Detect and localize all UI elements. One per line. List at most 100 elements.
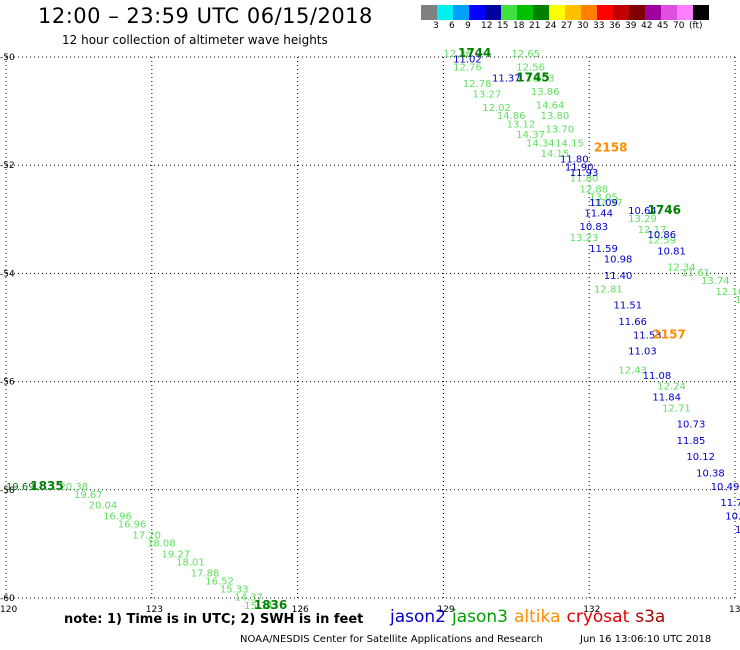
scale-swatch	[613, 5, 629, 20]
grid-lines	[5, 56, 736, 599]
x-tick-label: 123	[146, 605, 163, 615]
wave-height-value: 14.37	[516, 130, 545, 141]
wave-height-value: 11.80	[560, 154, 589, 165]
wave-height-value: 19.27	[162, 549, 191, 560]
scale-label: 3	[433, 21, 439, 31]
wave-height-value: 10.86	[648, 230, 677, 241]
scale-swatch	[693, 5, 709, 20]
wave-height-value: 13.80	[541, 111, 570, 122]
scale-swatch	[597, 5, 613, 20]
wave-height-labels: 20.3819.6720.0416.9616.9617.2018.0819.27…	[6, 49, 740, 612]
scale-label: 42	[641, 21, 653, 31]
wave-height-value: 11.59	[589, 244, 618, 255]
wave-height-value: 14.64	[536, 100, 565, 111]
legend-item-altika: altika	[514, 607, 561, 627]
wave-height-value: 11.	[735, 525, 740, 536]
wave-height-value: 13.27	[473, 90, 502, 101]
scale-swatch	[549, 5, 565, 20]
y-tick-label: -54	[0, 269, 15, 279]
wave-height-value: 13.74	[701, 276, 730, 287]
wave-height-value: 17.20	[132, 530, 161, 541]
legend-item-jason2: jason2	[390, 607, 446, 627]
legend-item-s3a: s3a	[635, 607, 666, 627]
satellite-legend: jason2 jason3 altika cryosat s3a	[390, 607, 671, 627]
wave-height-value: 12.76	[453, 63, 482, 74]
wave-height-value: 20.38	[59, 482, 88, 493]
wave-height-value: 11.40	[604, 271, 633, 282]
wave-height-value: 13.86	[531, 87, 560, 98]
wave-height-value: 11.61	[682, 268, 711, 279]
wave-height-value: 12.78	[463, 79, 492, 90]
wave-height-value: 11.80	[570, 173, 599, 184]
color-scale-labels: 3 6 9 12 15 18 21 24 27 30 33 36 39 42 45 70 (ft)	[421, 21, 740, 33]
wave-height-value: 13.05	[589, 192, 618, 203]
pass-time-label: 1746	[648, 203, 681, 217]
pass-time-annotations: 1744 1745 2158 1746 2157 1835 1836	[30, 46, 685, 612]
axis-tick-labels: 120 123 126 129 132 135 -50 -52 -54 -56 -58 -60	[0, 53, 740, 615]
wave-height-value: 10.83	[579, 222, 608, 233]
wave-height-value: 20.04	[89, 501, 118, 512]
wave-height-value: 10.98	[604, 255, 633, 266]
scale-swatch	[629, 5, 645, 20]
scale-label: 27	[561, 21, 573, 31]
legend-item-jason3: jason3	[452, 607, 508, 627]
map-subtitle: 12 hour collection of altimeter wave hei…	[62, 33, 328, 47]
scale-label: 39	[625, 21, 637, 31]
x-tick-label: 120	[0, 605, 17, 615]
wave-height-value: 10.3	[725, 512, 740, 523]
wave-height-value: 11.37	[492, 73, 521, 84]
scale-swatch	[517, 5, 533, 20]
pass-time-label: 1836	[254, 598, 287, 612]
wave-height-value: 11.84	[652, 393, 681, 404]
scale-label: (ft)	[689, 21, 703, 31]
wave-height-value: 14.86	[497, 111, 526, 122]
wave-height-value: 11.09	[589, 198, 618, 209]
legend-item-cryosat: cryosat	[566, 607, 630, 627]
wave-height-value: 14.15	[555, 138, 584, 149]
wave-height-value: 12.34	[667, 263, 696, 274]
wave-height-value: 19.67	[74, 490, 103, 501]
wave-height-value: 12.16	[716, 287, 740, 298]
wave-height-value: 19.69	[6, 482, 35, 493]
wave-height-value: 13.03	[526, 73, 555, 84]
scale-swatch	[485, 5, 501, 20]
wave-height-value: 15.33	[220, 585, 249, 596]
wave-height-value: 11.02	[453, 54, 482, 65]
wave-height-value: 10.81	[657, 246, 686, 257]
scale-label: 21	[529, 21, 541, 31]
wave-height-value: 17.88	[191, 568, 220, 579]
scale-swatch	[581, 5, 597, 20]
pass-time-label: 2157	[652, 327, 685, 341]
y-tick-label: -60	[0, 594, 15, 604]
wave-height-value: 11.44	[584, 209, 613, 220]
wave-height-value: 12.88	[579, 184, 608, 195]
wave-height-value: 12.59	[648, 236, 677, 247]
color-scale-bar	[421, 5, 709, 20]
wave-height-value: 12.65	[511, 49, 540, 60]
wave-height-value: 12.71	[662, 403, 691, 414]
wave-height-value: 13.23	[570, 233, 599, 244]
scale-swatch	[565, 5, 581, 20]
wave-height-value: 12.43	[618, 365, 647, 376]
scale-label: 45	[657, 21, 669, 31]
wave-height-value: 15.34	[244, 601, 273, 612]
scale-label: 6	[449, 21, 455, 31]
pass-time-label: 1745	[516, 70, 549, 84]
wave-height-value: 13.70	[545, 125, 574, 136]
wave-height-value: 14.37	[234, 593, 263, 604]
scale-label: 36	[609, 21, 621, 31]
wave-height-value: 11.70	[720, 498, 740, 509]
x-tick-label: 129	[437, 605, 454, 615]
wave-height-value: 13.29	[628, 214, 657, 225]
wave-height-value: 12.56	[516, 63, 545, 74]
scale-swatch	[533, 5, 549, 20]
y-tick-label: -58	[0, 486, 15, 496]
wave-height-value: 10.64	[628, 206, 657, 217]
wave-height-value: 16.96	[118, 520, 147, 531]
pass-time-label: 1744	[458, 46, 491, 60]
wave-height-value: 10.38	[696, 468, 725, 479]
wave-height-value: 13.12	[507, 119, 536, 130]
scale-swatch	[677, 5, 693, 20]
x-tick-label: 132	[583, 605, 600, 615]
wave-height-value: 12.81	[594, 284, 623, 295]
